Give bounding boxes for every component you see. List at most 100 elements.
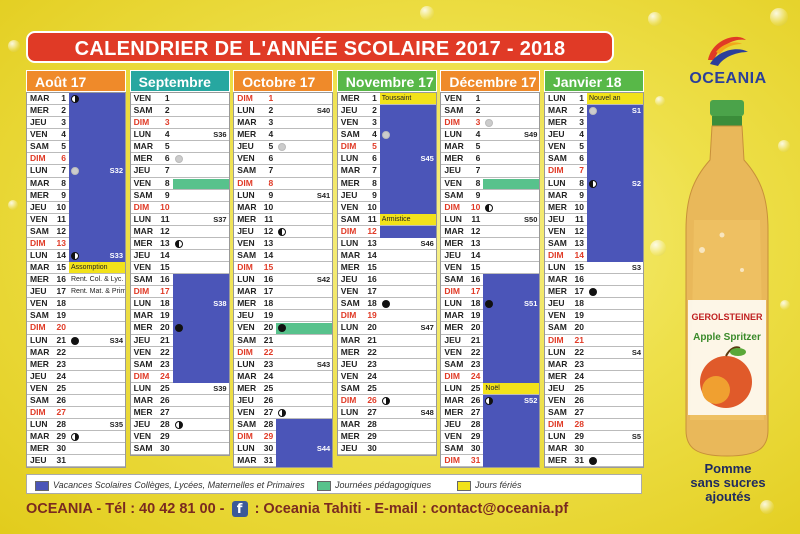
moon-phase-icon <box>589 288 597 297</box>
day-name: MAR <box>30 431 50 442</box>
month-header: Septembre 17 <box>129 70 230 112</box>
day-name: JEU <box>340 443 358 454</box>
week-number: S1 <box>631 106 641 116</box>
day-name: LUN <box>444 382 462 393</box>
day-name: DIM <box>444 370 460 381</box>
day-row: JEU 14 <box>130 250 229 263</box>
day-name: MER <box>340 262 360 273</box>
day-number: 22 <box>160 346 170 357</box>
day-row: JEU 25 <box>545 383 643 395</box>
day-number: 19 <box>160 310 170 321</box>
day-name: JEU <box>340 189 358 200</box>
moon-phase-icon <box>278 227 287 236</box>
day-name: MER <box>30 189 49 200</box>
day-name: MER <box>30 358 49 369</box>
day-row: MER 27 <box>441 407 540 420</box>
day-row: MAR 5 <box>441 141 540 154</box>
vacation-marker <box>587 250 643 263</box>
day-row: JEU 5 <box>234 141 333 154</box>
day-number: 28 <box>160 419 170 430</box>
vacation-marker <box>69 93 125 106</box>
day-row: LUN 1 Nouvel an <box>545 93 643 106</box>
day-name: MER <box>133 407 153 418</box>
day-number: 18 <box>574 298 584 309</box>
day-row: MER 27 <box>130 407 229 420</box>
day-row: SAM 14 <box>234 250 333 263</box>
droplet <box>8 200 18 210</box>
day-name: SAM <box>133 274 153 285</box>
day-row: SAM 16 <box>130 274 229 287</box>
legend-vacances: Vacances Scolaires Collèges, Lycées, Mat… <box>35 479 305 491</box>
day-name: DIM <box>340 394 357 405</box>
holiday-label: Noël <box>483 382 540 394</box>
day-number: 1 <box>268 93 274 103</box>
vacation-marker <box>379 189 436 202</box>
day-number: 28 <box>574 419 584 430</box>
day-number: 14 <box>367 250 377 261</box>
day-row: MAR 3 <box>234 117 333 130</box>
day-name: DIM <box>444 201 460 212</box>
vacation-marker <box>483 419 540 432</box>
day-row: LUN 27 S48 <box>337 407 436 420</box>
day-row: LUN 22 S4 <box>545 347 643 359</box>
legend-pedagogiques: Journées pédagogiques <box>317 479 431 491</box>
day-number: 4 <box>372 129 377 140</box>
day-name: JEU <box>548 129 565 140</box>
day-row: SAM 26 <box>27 395 125 408</box>
day-row: SAM 28 <box>234 419 333 432</box>
day-name: DIM <box>133 201 150 212</box>
day-row: VEN 19 <box>545 310 643 323</box>
week-number: S47 <box>420 323 434 333</box>
day-row: MER 22 <box>337 347 436 359</box>
week-number: S52 <box>524 395 538 405</box>
day-row: SAM 5 <box>27 141 125 154</box>
day-row: VEN 27 <box>234 407 333 420</box>
vacation-marker <box>587 189 643 202</box>
vacation-marker <box>483 358 540 371</box>
day-row: LUN 13 S46 <box>337 238 436 251</box>
vacation-marker <box>69 213 125 226</box>
day-row: JEU 18 <box>545 298 643 311</box>
day-number: 31 <box>574 455 584 466</box>
day-row: MAR 10 <box>234 202 333 214</box>
day-name: DIM <box>340 310 357 321</box>
day-name: MAR <box>133 141 153 152</box>
day-row: VEN 1 <box>441 93 540 106</box>
day-row: SAM 30 <box>130 443 229 456</box>
day-row: VEN 10 <box>337 201 436 214</box>
vacation-marker <box>587 225 643 238</box>
vacation-marker <box>69 165 125 178</box>
day-row: MER 18 <box>234 298 333 311</box>
droplet <box>420 6 434 20</box>
week-number: S51 <box>524 299 538 309</box>
day-number: 20 <box>263 322 274 333</box>
holiday-label: Armistice <box>379 213 436 225</box>
day-row: VEN 17 <box>337 286 436 299</box>
day-number: 11 <box>264 213 274 224</box>
legend-swatch-vacances <box>35 480 49 491</box>
droplet <box>760 500 774 514</box>
day-list: VEN 1 SAM 2 DIM 3 LUN 4 S49 MAR 5 MER 6 JEU 7 VEN 8 SAM 9 D… <box>440 92 541 469</box>
day-number: 7 <box>579 165 584 176</box>
month-column: Octobre 17 DIM 1 LUN 2 S40 MAR 3 MER 4 JEU 5 VEN 6 SAM… <box>233 70 334 472</box>
day-number: 8 <box>164 177 170 188</box>
day-name: VEN <box>30 382 48 393</box>
day-row: VEN 8 <box>441 178 540 190</box>
day-number: 28 <box>367 419 377 430</box>
day-number: 30 <box>56 443 66 454</box>
day-row: LUN 25 Noël <box>441 382 540 395</box>
vacation-marker <box>587 105 643 118</box>
day-number: 2 <box>164 105 170 116</box>
day-name: MAR <box>340 165 361 176</box>
day-number: 7 <box>372 165 377 176</box>
day-number: 6 <box>475 153 481 164</box>
day-number: 7 <box>164 165 170 176</box>
day-row: VEN 22 <box>130 346 229 359</box>
day-number: 22 <box>263 346 274 357</box>
day-row: DIM 31 <box>441 455 540 468</box>
day-number: 24 <box>367 370 377 381</box>
day-number: 12 <box>160 225 170 236</box>
day-number: 3 <box>268 117 274 128</box>
day-row: JEU 28 <box>441 419 540 432</box>
day-row: VEN 3 <box>337 117 436 130</box>
